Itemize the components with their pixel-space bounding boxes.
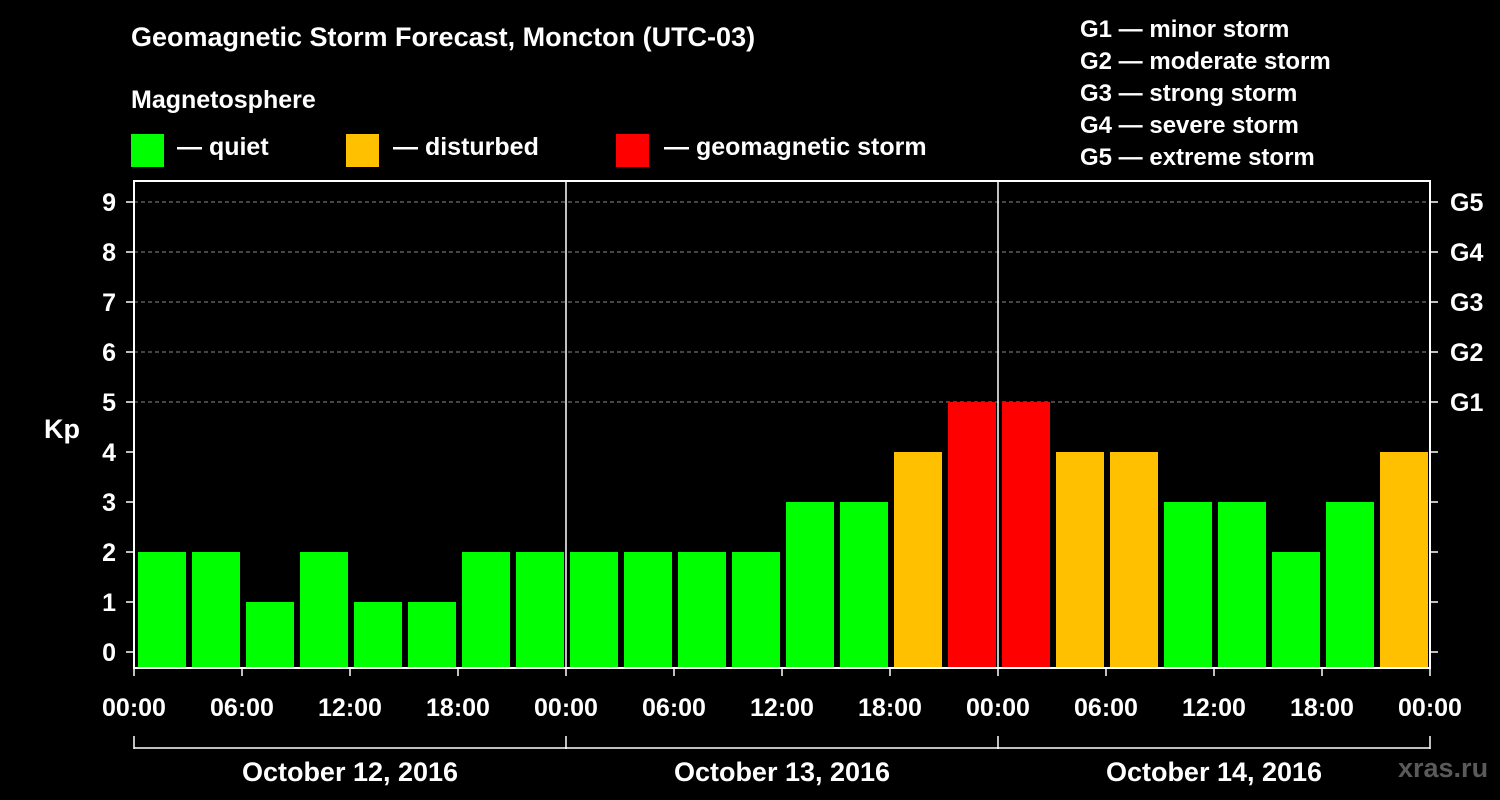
x-tick-label: 12:00	[1182, 694, 1246, 722]
kp-bar	[1272, 552, 1320, 668]
kp-bar	[1110, 452, 1158, 668]
kp-bar	[1326, 502, 1374, 668]
g-level-label: G5	[1450, 189, 1483, 217]
kp-bar	[1164, 502, 1212, 668]
kp-bar	[948, 402, 996, 668]
x-tick-label: 06:00	[1074, 694, 1138, 722]
kp-bar	[354, 602, 402, 668]
y-tick-label: 9	[102, 189, 116, 217]
g-level-label: G3	[1450, 289, 1483, 317]
x-tick-label: 06:00	[210, 694, 274, 722]
kp-bar	[840, 502, 888, 668]
x-tick-label: 00:00	[1398, 694, 1462, 722]
x-tick-label: 06:00	[642, 694, 706, 722]
y-tick-label: 6	[102, 339, 116, 367]
x-tick-label: 18:00	[858, 694, 922, 722]
legend-label-storm: — geomagnetic storm	[664, 133, 927, 161]
kp-bar	[786, 502, 834, 668]
kp-bar	[1218, 502, 1266, 668]
g-level-label: G2	[1450, 339, 1483, 367]
kp-bar	[1380, 452, 1428, 668]
kp-bar	[570, 552, 618, 668]
y-tick-label: 1	[102, 589, 116, 617]
x-tick-label: 12:00	[750, 694, 814, 722]
legend-label-disturbed: — disturbed	[393, 133, 539, 161]
y-tick-label: 4	[102, 439, 116, 467]
kp-bar	[246, 602, 294, 668]
y-axis-label: Kp	[44, 414, 80, 444]
x-tick-label: 00:00	[534, 694, 598, 722]
x-tick-label: 18:00	[426, 694, 490, 722]
chart-title: Geomagnetic Storm Forecast, Moncton (UTC…	[131, 22, 756, 52]
y-tick-label: 3	[102, 489, 116, 517]
storm-scale-g2: G2 — moderate storm	[1080, 48, 1331, 75]
y-tick-label: 8	[102, 239, 116, 267]
storm-scale-g3: G3 — strong storm	[1080, 80, 1298, 107]
kp-bar	[192, 552, 240, 668]
kp-bar	[462, 552, 510, 668]
kp-bar	[1056, 452, 1104, 668]
watermark: xras.ru	[1398, 753, 1489, 783]
storm-scale-g5: G5 — extreme storm	[1080, 144, 1315, 171]
legend-swatch-storm	[616, 134, 649, 167]
kp-bar	[678, 552, 726, 668]
x-tick-label: 18:00	[1290, 694, 1354, 722]
x-tick-label: 12:00	[318, 694, 382, 722]
day-label: October 12, 2016	[242, 757, 458, 787]
x-tick-label: 00:00	[966, 694, 1030, 722]
y-tick-label: 5	[102, 389, 116, 417]
g-level-label: G1	[1450, 389, 1483, 417]
kp-bar	[732, 552, 780, 668]
kp-bar	[516, 552, 564, 668]
g-level-label: G4	[1450, 239, 1483, 267]
legend-swatch-quiet	[131, 134, 164, 167]
x-tick-label: 00:00	[102, 694, 166, 722]
y-tick-label: 2	[102, 539, 116, 567]
kp-bar	[300, 552, 348, 668]
kp-bar	[1002, 402, 1050, 668]
kp-bar	[408, 602, 456, 668]
day-label: October 14, 2016	[1106, 757, 1322, 787]
kp-bar	[894, 452, 942, 668]
storm-scale-g4: G4 — severe storm	[1080, 112, 1299, 139]
legend-label-quiet: — quiet	[177, 133, 269, 161]
magnetosphere-heading: Magnetosphere	[131, 86, 316, 114]
y-tick-label: 7	[102, 289, 116, 317]
kp-bar	[624, 552, 672, 668]
legend-swatch-disturbed	[346, 134, 379, 167]
kp-bar	[138, 552, 186, 668]
day-label: October 13, 2016	[674, 757, 890, 787]
y-tick-label: 0	[102, 639, 116, 667]
storm-scale-g1: G1 — minor storm	[1080, 16, 1290, 43]
